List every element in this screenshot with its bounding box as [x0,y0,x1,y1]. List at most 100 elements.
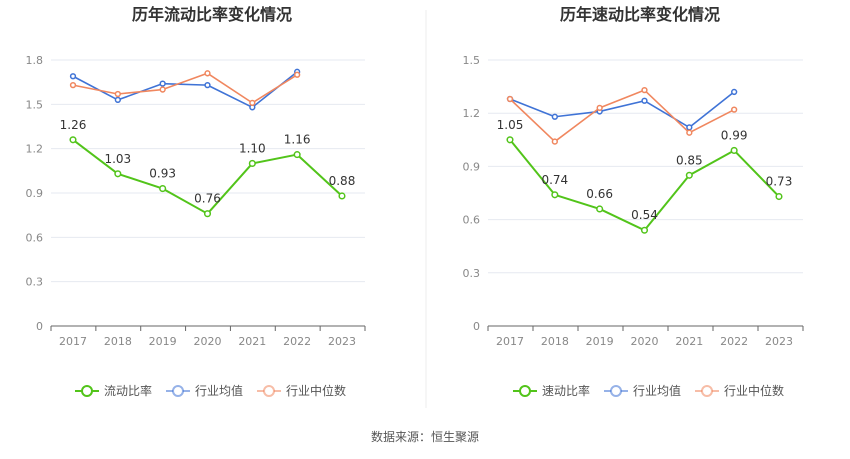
data-point-industry-median [551,138,558,145]
data-point-industry-average [114,96,121,104]
data-label: 0.76 [194,192,221,206]
y-tick-label: 0 [473,320,480,333]
legend-item-industry-median: 行业中位数 [257,383,346,398]
legend-item-primary: 流动比率 [75,383,152,398]
x-tick-label: 2020 [630,335,658,348]
y-tick-label: 1.2 [463,107,481,120]
data-point-industry-average [686,124,693,131]
data-point-primary [551,191,559,199]
data-point-industry-average [731,88,738,96]
data-label: 1.26 [60,118,87,132]
legend-swatch-marker [172,385,184,397]
x-tick-label: 2022 [283,335,311,348]
data-label: 0.66 [586,187,613,201]
data-point-primary [775,192,783,201]
legend-item-industry-average: 行业均值 [604,383,681,398]
x-tick-label: 2017 [496,335,524,348]
data-point-primary [248,159,256,167]
data-source-label: 数据来源： [370,430,431,444]
chart-2: 历年速动比率变化情况 0 0.3 0.6 0.9 1.2 1.5 2017 2018 2019 20… [463,5,804,398]
series-line-industry-median [509,89,735,143]
data-label: 0.54 [631,208,658,222]
data-source-value: 恒生聚源 [431,430,480,444]
series-line-industry-average [72,71,298,109]
data-point-industry-median [731,106,738,113]
legend-label: 行业中位数 [724,383,784,398]
data-point-primary [506,136,514,144]
data-point-industry-median [249,99,256,107]
data-point-industry-average [204,81,211,89]
data-source-footer: 数据来源：恒生聚源 [0,428,850,445]
data-point-industry-average [159,80,166,87]
x-tick-label: 2022 [720,335,748,348]
data-point-industry-median [641,86,648,94]
data-label: 0.85 [676,153,703,167]
x-tick-label: 2019 [149,335,177,348]
data-label: 1.10 [239,141,266,155]
x-tick-label: 2021 [675,335,703,348]
x-tick-label: 2019 [586,335,614,348]
data-point-primary [293,151,301,159]
y-tick-label: 0.3 [463,267,481,280]
legend-swatch-marker [610,385,622,397]
y-tick-label: 0.6 [26,231,44,244]
data-point-industry-median [596,104,603,112]
y-tick-label: 0.9 [463,160,481,173]
series-line-industry-average [509,91,735,129]
legend-item-industry-median: 行业中位数 [695,383,784,398]
data-label: 0.88 [329,174,356,188]
x-tick-label: 2017 [59,335,87,348]
x-tick-label: 2023 [765,335,793,348]
data-point-industry-median [506,95,514,103]
chart-title: 历年速动比率变化情况 [560,5,720,24]
data-label: 1.16 [284,133,311,147]
data-label: 0.73 [766,175,793,189]
data-label: 1.05 [497,118,524,132]
data-point-industry-median [114,90,121,98]
chart-1: 历年流动比率变化情况 0 0.3 0.6 0.9 1.2 1.5 1.8 2017 2018 201… [26,5,366,398]
data-label: 1.03 [104,152,131,166]
legend-label: 行业中位数 [286,383,346,398]
x-tick-label: 2021 [238,335,266,348]
data-point-primary [730,146,738,154]
data-point-industry-median [686,129,693,136]
data-point-industry-median [294,71,301,78]
legend-swatch-marker [81,385,93,397]
data-point-industry-average [69,73,77,80]
data-label: 0.74 [541,173,568,187]
x-tick-label: 2018 [541,335,569,348]
legend-swatch-marker [263,385,275,397]
y-tick-label: 0.3 [26,276,44,289]
data-point-primary [338,192,346,200]
x-tick-label: 2020 [193,335,221,348]
data-point-primary [640,226,649,234]
y-tick-label: 0.9 [26,187,44,200]
y-tick-label: 1.5 [463,54,481,67]
y-tick-label: 0 [36,320,43,333]
data-point-industry-average [551,113,558,120]
series-line-industry-median [72,72,298,104]
legend-label: 行业均值 [195,383,243,398]
data-point-industry-average [641,97,648,104]
data-point-primary [685,171,693,179]
legend-label: 速动比率 [542,383,590,398]
legend-label: 行业均值 [633,383,681,398]
x-tick-label: 2018 [104,335,132,348]
data-point-industry-median [69,81,77,89]
x-tick-label: 2023 [328,335,356,348]
data-point-industry-median [159,86,166,93]
legend-swatch-marker [519,385,531,397]
y-tick-label: 1.2 [26,143,44,156]
data-point-primary [596,205,604,213]
chart-title: 历年流动比率变化情况 [132,5,292,24]
data-point-primary [159,185,167,193]
legend-item-industry-average: 行业均值 [166,383,243,398]
data-label: 0.93 [149,167,176,181]
y-tick-label: 1.5 [26,98,44,111]
legend-label: 流动比率 [104,383,152,398]
data-point-primary [203,210,212,218]
y-tick-label: 1.8 [26,54,44,67]
y-tick-label: 0.6 [463,214,481,227]
data-point-primary [69,136,77,144]
